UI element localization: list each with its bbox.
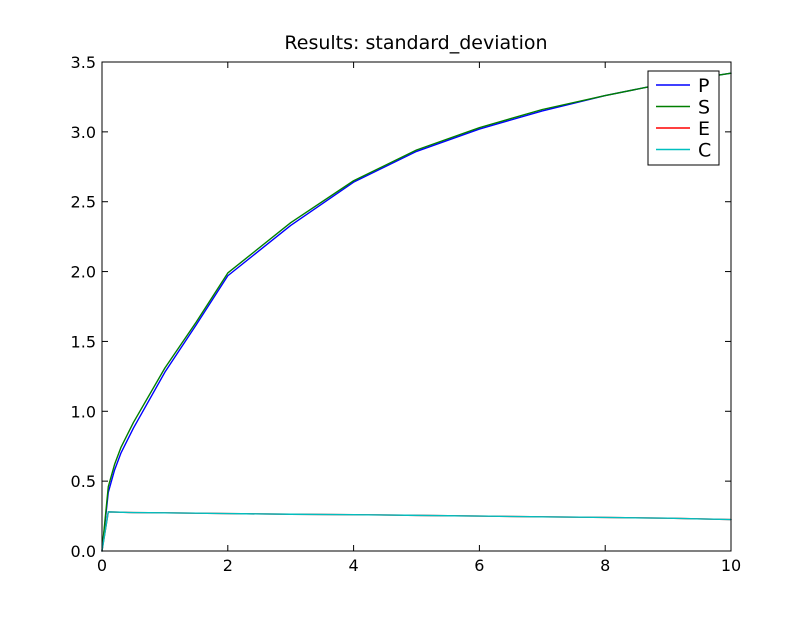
y-tick-label: 3.0 [71,123,96,142]
plot-frame [101,61,732,552]
x-tick-label: 10 [721,556,741,575]
plot-area [102,62,731,551]
x-tick-label: 6 [474,556,484,575]
y-tick-label: 2.5 [71,193,96,212]
y-tick-label: 1.0 [71,402,96,421]
x-tick-label: 0 [97,556,107,575]
legend-label-e: E [698,118,710,140]
legend-label-p: P [698,75,709,97]
y-tick-label: 2.0 [71,263,96,282]
x-tick-label: 8 [600,556,610,575]
y-tick-label: 0.5 [71,472,96,491]
x-tick-label: 4 [349,556,359,575]
legend-label-c: C [698,140,711,162]
legend-label-s: S [698,97,710,119]
y-tick-label: 0.0 [71,542,96,561]
series-layer [101,72,732,552]
axes-layer: 0 2 4 6 8 10 0.0 0.5 1.0 1.5 2.0 2.5 3.0 3.5 [71,53,742,575]
series-line-c [101,511,732,552]
series-line-s [101,72,732,552]
frame-layer [101,61,732,552]
y-tick-label: 3.5 [71,53,96,72]
chart-title: Results: standard_deviation [284,32,547,54]
y-tick-label: 1.5 [71,332,96,351]
x-tick-label: 2 [223,556,233,575]
